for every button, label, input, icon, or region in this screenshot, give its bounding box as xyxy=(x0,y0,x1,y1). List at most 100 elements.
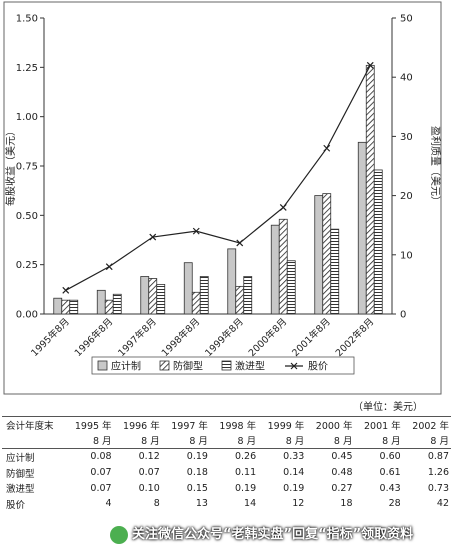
bar xyxy=(322,193,332,315)
bar xyxy=(148,278,158,315)
bar xyxy=(69,299,79,315)
table-cell: 1.26 xyxy=(427,467,449,479)
y-right-tick-label: 30 xyxy=(400,132,413,143)
price-point xyxy=(279,204,287,211)
bar xyxy=(61,299,71,315)
table-cell: 0.07 xyxy=(138,467,160,479)
table-cell: 28 xyxy=(388,498,401,510)
bar xyxy=(330,228,340,315)
price-point xyxy=(105,263,113,271)
bar xyxy=(104,299,114,315)
table-cell: 0.43 xyxy=(379,482,401,494)
table-cell: 0.15 xyxy=(186,482,208,494)
table-row: 应计制 0.08 0.12 0.19 0.26 0.33 0.45 0.60 0.87 xyxy=(2,449,451,465)
table-header-year: 2000 年 xyxy=(306,415,355,433)
table-cell: 0.19 xyxy=(186,451,208,463)
price-point xyxy=(149,233,157,241)
data-table: 会计年度末 1995 年 1996 年 1997 年 1998 年 1999 年 2000 … xyxy=(2,415,451,512)
table-cell: 0.87 xyxy=(427,451,449,463)
table-cell: 4 xyxy=(105,498,112,510)
bar xyxy=(53,297,63,315)
table-cell: 0.33 xyxy=(283,451,305,463)
y-left-tick-label: 0.50 xyxy=(16,211,38,222)
legend-label: 应计制 xyxy=(111,360,141,373)
bar xyxy=(227,248,237,315)
table-header-month: 8 月 xyxy=(354,432,403,450)
table-cell: 0.07 xyxy=(90,482,112,494)
bar xyxy=(243,276,253,315)
table-header-year: 1996 年 xyxy=(113,415,162,433)
y-right-tick-label: 0 xyxy=(400,310,406,321)
legend-swatch xyxy=(97,360,108,371)
watermark: 关注微信公众号“老韩实盘”回复“指标”领取资料 xyxy=(110,524,440,546)
table-cell: 0.61 xyxy=(379,467,401,479)
table-cell: 0.18 xyxy=(186,467,208,479)
y-right-tick-label: 20 xyxy=(400,191,413,202)
bar xyxy=(278,218,288,315)
wechat-icon xyxy=(110,525,128,544)
table-header-year: 1999 年 xyxy=(258,415,307,433)
watermark-text: 关注微信公众号“老韩实盘”回复“指标”领取资料 xyxy=(132,527,414,542)
table-cell: 0.27 xyxy=(331,482,353,494)
y-right-tick-label: 10 xyxy=(400,250,413,261)
table-cell: 0.08 xyxy=(90,451,112,463)
table-cell: 0.60 xyxy=(379,451,401,463)
legend-swatch xyxy=(159,360,170,371)
legend-line-marker xyxy=(290,362,298,370)
bar xyxy=(156,283,166,315)
table-row-label: 激进型 xyxy=(6,484,35,496)
table-header-year: 1995 年 xyxy=(65,415,114,433)
table-row: 激进型 0.07 0.10 0.15 0.19 0.19 0.27 0.43 0.73 xyxy=(2,480,451,496)
y-right-tick-label: 40 xyxy=(400,73,413,84)
bar xyxy=(183,262,193,315)
bar xyxy=(314,195,324,315)
bar xyxy=(191,291,201,315)
table-cell: 0.14 xyxy=(283,467,305,479)
table-cell: 12 xyxy=(292,498,305,510)
table-cell: 0.10 xyxy=(138,482,160,494)
legend-label: 激进型 xyxy=(235,360,265,373)
table-cell: 0.11 xyxy=(234,467,257,479)
table-header-month: 8 月 xyxy=(306,432,355,450)
price-point xyxy=(62,286,70,294)
legend-swatch xyxy=(221,360,232,371)
y-right-tick-label: 50 xyxy=(400,14,413,25)
legend-label: 防御型 xyxy=(173,360,203,373)
table-header-row: 会计年度末 1995 年 1996 年 1997 年 1998 年 1999 年 2000 … xyxy=(2,415,451,433)
table-row-label: 股价 xyxy=(6,499,26,511)
table-header-blank xyxy=(2,432,66,450)
price-point xyxy=(366,61,374,69)
y-axis-right-title: 盈利质量（美元） xyxy=(429,126,442,206)
price-line xyxy=(65,65,371,291)
table-cell: 18 xyxy=(340,498,353,510)
bar xyxy=(286,260,296,315)
table-row-label: 应计制 xyxy=(6,452,35,464)
table-cell: 13 xyxy=(195,498,208,510)
unit-note: （单位：美元） xyxy=(353,402,423,413)
table-header-month: 8 月 xyxy=(161,432,210,450)
y-left-tick-label: 0.00 xyxy=(16,310,38,321)
table-header-label: 会计年度末 xyxy=(2,415,66,433)
bar xyxy=(270,224,280,315)
table-header-month: 8 月 xyxy=(402,432,451,450)
table-cell: 0.19 xyxy=(283,482,305,494)
table-cell: 0.48 xyxy=(331,467,353,479)
table-header-year: 1997 年 xyxy=(161,415,210,433)
price-point xyxy=(192,227,200,235)
bar xyxy=(199,276,209,315)
table-header-month: 8 月 xyxy=(65,432,114,450)
table-header-month: 8 月 xyxy=(113,432,162,450)
bar xyxy=(373,169,383,315)
table-header-month: 8 月 xyxy=(258,432,307,450)
table-row: 防御型 0.07 0.07 0.18 0.11 0.14 0.48 0.61 1.26 xyxy=(2,465,451,481)
table-cell: 0.45 xyxy=(331,451,353,463)
table-header-year: 1998 年 xyxy=(209,415,259,433)
bar xyxy=(357,141,367,315)
y-left-tick-label: 1.25 xyxy=(16,63,38,74)
price-point xyxy=(323,144,331,152)
price-point xyxy=(236,239,244,247)
y-left-tick-label: 1.50 xyxy=(16,14,38,25)
table-cell: 14 xyxy=(244,498,257,510)
y-left-tick-label: 1.00 xyxy=(16,112,38,123)
